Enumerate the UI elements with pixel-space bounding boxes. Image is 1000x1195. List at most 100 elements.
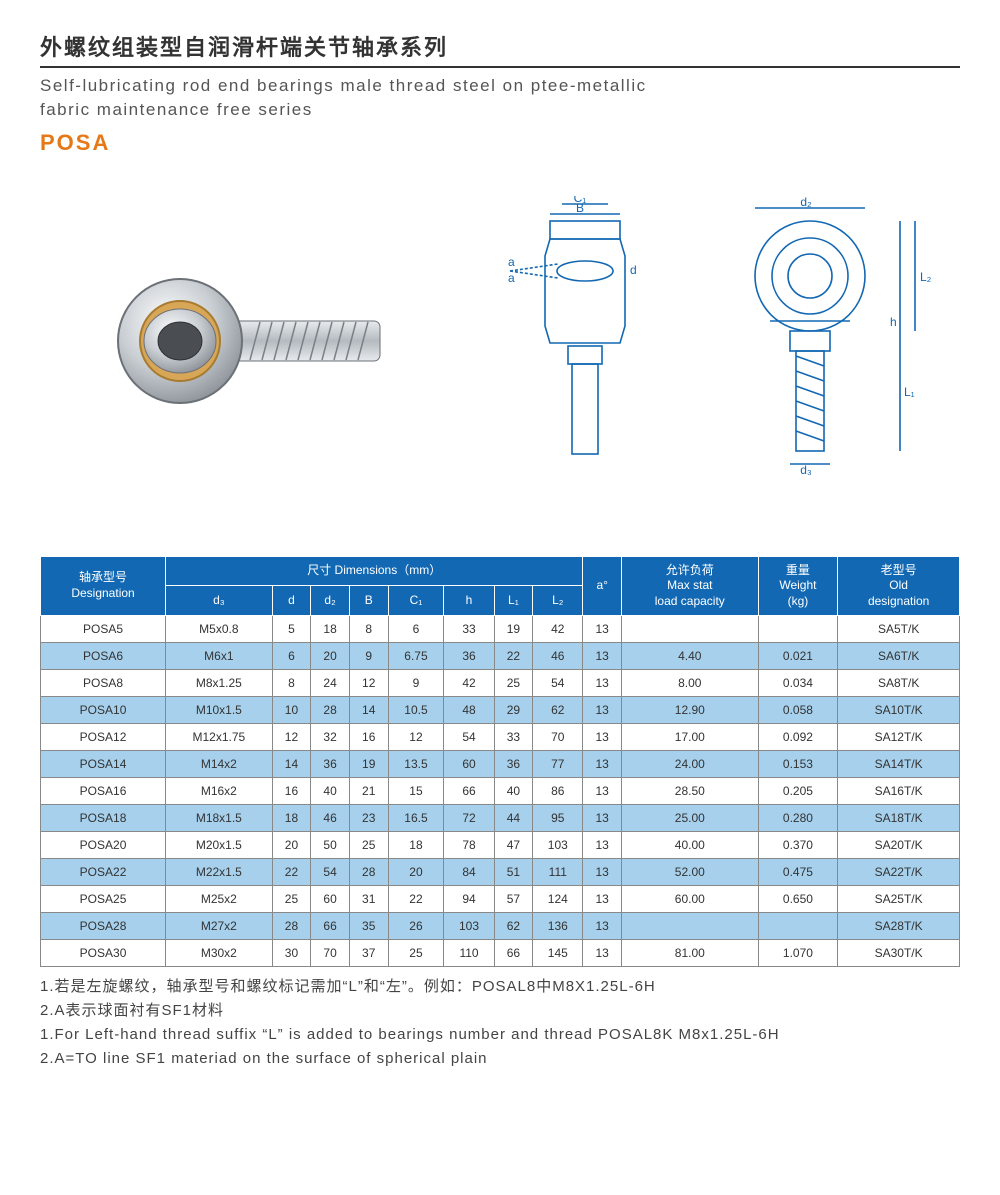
- cell-L2: 70: [533, 724, 583, 751]
- cell-L2: 111: [533, 859, 583, 886]
- cell-L1: 22: [494, 643, 533, 670]
- cell-B: 31: [349, 886, 388, 913]
- cell-B: 25: [349, 832, 388, 859]
- cell-old: SA10T/K: [838, 697, 960, 724]
- cell-max: 17.00: [622, 724, 759, 751]
- cell-d3: M25x2: [166, 886, 273, 913]
- cell-C1: 25: [388, 940, 444, 967]
- cell-L1: 66: [494, 940, 533, 967]
- cell-desig: POSA20: [41, 832, 166, 859]
- cell-old: SA6T/K: [838, 643, 960, 670]
- cell-d3: M8x1.25: [166, 670, 273, 697]
- dim-d3: d₃: [800, 463, 812, 476]
- cell-h: 84: [444, 859, 494, 886]
- dim-a2: a: [508, 271, 515, 285]
- footnotes: 1.若是左旋螺纹，轴承型号和螺纹标记需加“L”和“左”。例如：POSAL8中M8…: [40, 975, 960, 1071]
- cell-L1: 33: [494, 724, 533, 751]
- cell-d: 6: [272, 643, 311, 670]
- cell-max: [622, 913, 759, 940]
- table-row: POSA8M8x1.25824129422554138.000.034SA8T/…: [41, 670, 960, 697]
- cell-L2: 77: [533, 751, 583, 778]
- cell-old: SA12T/K: [838, 724, 960, 751]
- cell-L2: 95: [533, 805, 583, 832]
- cell-L2: 46: [533, 643, 583, 670]
- cell-d3: M6x1: [166, 643, 273, 670]
- cell-a: 13: [583, 778, 622, 805]
- cell-B: 19: [349, 751, 388, 778]
- series-code: POSA: [40, 130, 960, 156]
- cell-max: 4.40: [622, 643, 759, 670]
- cell-C1: 18: [388, 832, 444, 859]
- cell-C1: 26: [388, 913, 444, 940]
- cell-d2: 24: [311, 670, 350, 697]
- cell-C1: 12: [388, 724, 444, 751]
- cell-h: 78: [444, 832, 494, 859]
- cell-wt: 0.153: [758, 751, 838, 778]
- cell-L1: 44: [494, 805, 533, 832]
- cell-wt: 0.370: [758, 832, 838, 859]
- cell-L2: 54: [533, 670, 583, 697]
- cell-wt: 0.205: [758, 778, 838, 805]
- th-maxstat: 允许负荷 Max stat load capacity: [622, 556, 759, 616]
- cell-h: 110: [444, 940, 494, 967]
- cell-d2: 20: [311, 643, 350, 670]
- cell-wt: 0.034: [758, 670, 838, 697]
- cell-h: 54: [444, 724, 494, 751]
- dim-d: d: [630, 263, 637, 277]
- cell-h: 42: [444, 670, 494, 697]
- cell-wt: 1.070: [758, 940, 838, 967]
- cell-h: 103: [444, 913, 494, 940]
- dim-L2: L₂: [920, 270, 932, 284]
- cell-h: 48: [444, 697, 494, 724]
- cell-desig: POSA25: [41, 886, 166, 913]
- cell-C1: 6: [388, 616, 444, 643]
- cell-d2: 32: [311, 724, 350, 751]
- cell-max: 12.90: [622, 697, 759, 724]
- title-rule: [40, 66, 960, 68]
- cell-d: 30: [272, 940, 311, 967]
- cell-d3: M10x1.5: [166, 697, 273, 724]
- table-row: POSA6M6x162096.75362246134.400.021SA6T/K: [41, 643, 960, 670]
- note-2: 2.A表示球面衬有SF1材料: [40, 999, 960, 1023]
- cell-d3: M27x2: [166, 913, 273, 940]
- cell-h: 33: [444, 616, 494, 643]
- cell-C1: 20: [388, 859, 444, 886]
- cell-max: 25.00: [622, 805, 759, 832]
- cell-d2: 54: [311, 859, 350, 886]
- cell-d: 18: [272, 805, 311, 832]
- cell-desig: POSA6: [41, 643, 166, 670]
- spec-table: 轴承型号 Designation 尺寸 Dimensions（mm） a° 允许…: [40, 556, 960, 968]
- cell-d: 28: [272, 913, 311, 940]
- title-en-line2: fabric maintenance free series: [40, 100, 313, 119]
- dim-C1: C₁: [574, 196, 587, 205]
- cell-a: 13: [583, 886, 622, 913]
- cell-d: 10: [272, 697, 311, 724]
- table-row: POSA22M22x1.52254282084511111352.000.475…: [41, 859, 960, 886]
- cell-d2: 66: [311, 913, 350, 940]
- cell-max: 24.00: [622, 751, 759, 778]
- cell-desig: POSA30: [41, 940, 166, 967]
- cell-desig: POSA16: [41, 778, 166, 805]
- cell-d: 12: [272, 724, 311, 751]
- table-row: POSA18M18x1.518462316.57244951325.000.28…: [41, 805, 960, 832]
- cell-wt: [758, 913, 838, 940]
- cell-a: 13: [583, 805, 622, 832]
- cell-old: SA18T/K: [838, 805, 960, 832]
- cell-B: 21: [349, 778, 388, 805]
- cell-d2: 46: [311, 805, 350, 832]
- cell-a: 13: [583, 832, 622, 859]
- cell-L2: 86: [533, 778, 583, 805]
- cell-old: SA14T/K: [838, 751, 960, 778]
- cell-d3: M5x0.8: [166, 616, 273, 643]
- th-L2: L₂: [533, 586, 583, 616]
- cell-old: SA22T/K: [838, 859, 960, 886]
- cell-B: 23: [349, 805, 388, 832]
- cell-max: 40.00: [622, 832, 759, 859]
- cell-d3: M30x2: [166, 940, 273, 967]
- th-d: d: [272, 586, 311, 616]
- cell-d3: M12x1.75: [166, 724, 273, 751]
- cell-d3: M18x1.5: [166, 805, 273, 832]
- cell-B: 35: [349, 913, 388, 940]
- table-row: POSA28M27x2286635261036213613SA28T/K: [41, 913, 960, 940]
- note-3: 1.For Left-hand thread suffix “L” is add…: [40, 1023, 960, 1047]
